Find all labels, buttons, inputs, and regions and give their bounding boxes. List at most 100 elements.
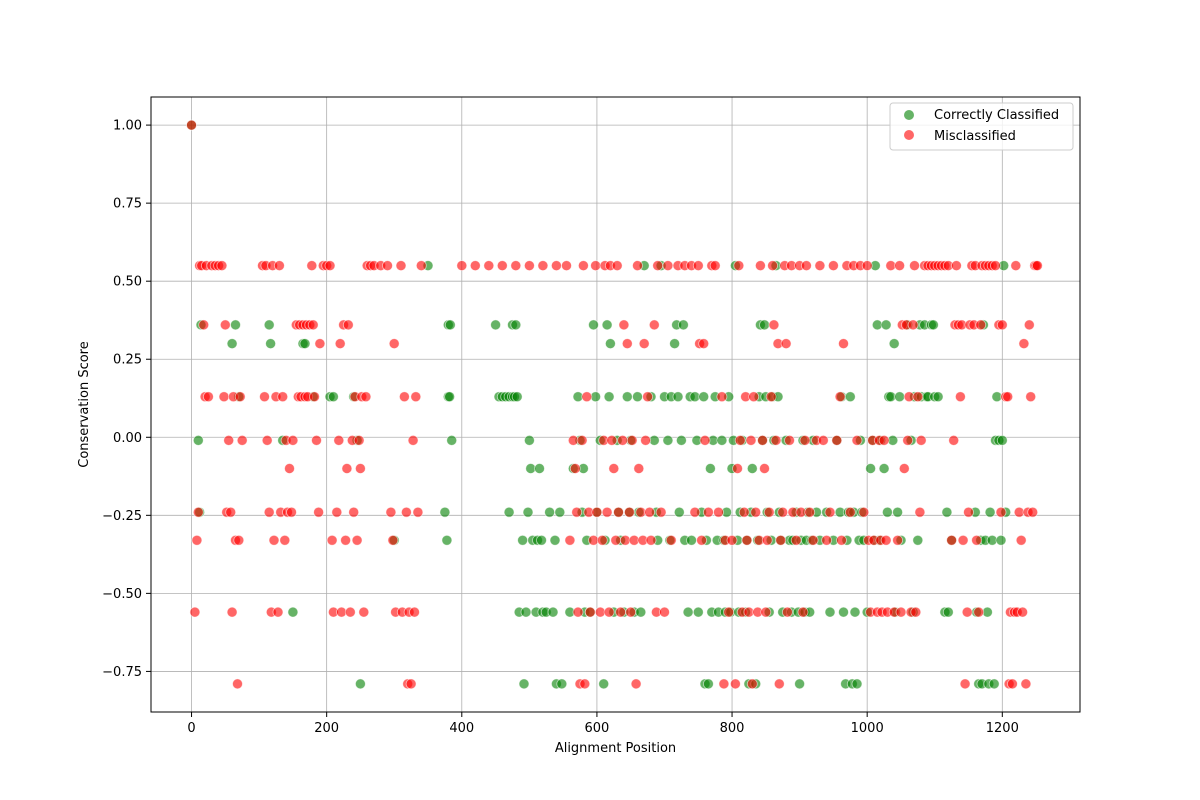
data-point [441, 534, 453, 546]
data-point [1023, 319, 1035, 331]
data-point [682, 606, 694, 618]
data-point [655, 506, 667, 518]
data-point [601, 319, 613, 331]
y-tick-label: 0.50 [113, 275, 142, 290]
data-point [988, 678, 1000, 690]
data-point [784, 434, 795, 446]
data-point [963, 506, 974, 518]
data-point [598, 678, 610, 690]
data-point [446, 434, 458, 446]
data-point [192, 434, 204, 446]
y-axis-label: Conservation Score [77, 341, 92, 468]
data-point [313, 506, 325, 518]
data-point [608, 463, 620, 474]
data-point [844, 391, 856, 403]
data-point [851, 678, 863, 690]
data-point [669, 338, 680, 350]
data-point [272, 606, 284, 618]
data-point [703, 678, 714, 690]
data-point [765, 391, 777, 403]
data-point [888, 338, 900, 350]
data-point [341, 463, 353, 474]
data-point [767, 260, 778, 272]
data-point [606, 434, 618, 446]
data-point [780, 338, 792, 350]
data-point [696, 534, 707, 546]
data-point [549, 534, 561, 546]
data-point [524, 260, 535, 272]
data-point [388, 338, 400, 350]
ticks: 0 200 400 600 800 1000 1200 1.00 0.75 0.50 0.25 0.0… [102, 119, 1019, 736]
data-point [226, 338, 238, 350]
data-point [287, 606, 299, 618]
y-tick-label: 1.00 [113, 119, 142, 134]
data-point [828, 260, 839, 272]
data-point [692, 606, 704, 618]
data-point [342, 319, 354, 331]
data-point [673, 506, 685, 518]
data-point [234, 391, 246, 403]
data-point [395, 260, 407, 272]
data-point [824, 606, 836, 618]
data-point [537, 260, 549, 272]
data-point [456, 260, 468, 272]
data-point [625, 606, 637, 618]
data-point [626, 434, 638, 446]
data-point [324, 260, 336, 272]
data-point [398, 391, 410, 403]
data-point [865, 463, 876, 474]
data-point [880, 319, 892, 331]
data-point [331, 506, 343, 518]
data-point [768, 319, 780, 331]
data-point [713, 506, 724, 518]
data-point [387, 534, 399, 546]
data-point [536, 534, 547, 546]
data-point [286, 506, 297, 518]
data-point [858, 506, 870, 518]
data-point [692, 260, 704, 272]
grid [151, 97, 1080, 712]
data-point [951, 260, 962, 272]
data-point [894, 391, 905, 403]
data-point [503, 506, 515, 518]
data-point [382, 260, 393, 272]
data-point [665, 534, 677, 546]
data-point [633, 463, 645, 474]
data-point [898, 463, 910, 474]
data-point [971, 534, 982, 546]
data-point [824, 506, 836, 518]
data-point [757, 434, 768, 446]
x-tick-label: 1000 [851, 721, 884, 736]
data-point [790, 534, 802, 546]
data-point [652, 260, 664, 272]
data-point [794, 678, 805, 690]
data-point [191, 534, 203, 546]
data-point [571, 506, 583, 518]
legend-box [889, 102, 1074, 151]
data-point [880, 534, 892, 546]
data-point [198, 319, 210, 331]
legend-marker-correct [904, 110, 914, 120]
data-point [219, 319, 231, 331]
data-point [632, 391, 643, 403]
data-point [613, 506, 624, 518]
data-point [716, 391, 728, 403]
data-point [263, 506, 275, 518]
data-point [590, 260, 601, 272]
data-point [233, 534, 245, 546]
data-point [591, 506, 603, 518]
y-tick-label: 0.00 [113, 431, 142, 446]
data-point [621, 391, 633, 403]
data-point [490, 319, 502, 331]
data-point [1002, 391, 1014, 403]
data-point [511, 391, 523, 403]
data-point [232, 678, 243, 690]
data-point [579, 678, 591, 690]
data-point [412, 506, 424, 518]
legend-marker-misclassified [904, 130, 914, 140]
data-point [759, 319, 770, 331]
data-point [483, 260, 495, 272]
data-point [734, 434, 746, 446]
data-point [621, 338, 633, 350]
